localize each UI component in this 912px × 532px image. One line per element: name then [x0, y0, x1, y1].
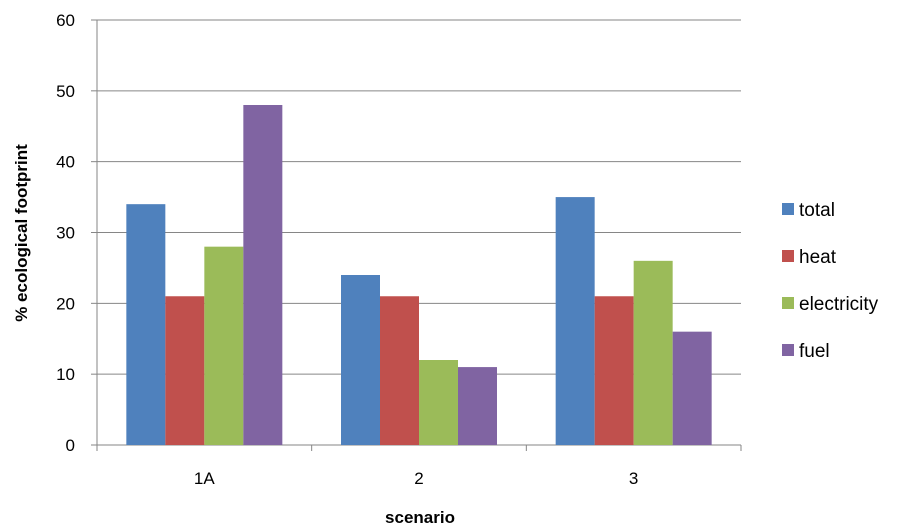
legend-label-fuel: fuel	[799, 341, 830, 362]
bar-heat-1A	[165, 296, 205, 445]
y-tick-label-0: 0	[66, 436, 75, 455]
y-tick-label-60: 60	[56, 11, 75, 30]
x-tick-label-1A: 1A	[194, 469, 215, 488]
bar-total-2	[341, 275, 380, 445]
y-axis-title: % ecological footprint	[12, 144, 31, 322]
x-tick-label-3: 3	[629, 469, 638, 488]
legend-label-heat: heat	[799, 247, 837, 268]
bar-total-3	[555, 197, 595, 445]
x-axis-title: scenario	[385, 508, 455, 527]
legend-swatch-total	[782, 203, 794, 215]
legend: total heat electricity fuel	[782, 200, 879, 362]
legend-swatch-electricity	[782, 297, 794, 309]
x-tick-label-2: 2	[414, 469, 423, 488]
legend-label-electricity: electricity	[799, 294, 879, 315]
y-tick-label-20: 20	[56, 294, 75, 313]
bar-heat-2	[380, 296, 419, 445]
x-tick-labels: 1A 2 3	[194, 469, 638, 488]
bar-electricity-1A	[204, 246, 244, 445]
bar-fuel-1A	[243, 105, 283, 445]
y-tick-label-40: 40	[56, 153, 75, 172]
bar-total-1A	[126, 204, 166, 445]
bar-electricity-3	[633, 260, 673, 445]
bar-fuel-3	[672, 331, 712, 445]
legend-swatch-fuel	[782, 344, 794, 356]
bar-fuel-2	[458, 367, 497, 445]
bars	[126, 105, 712, 445]
y-tick-label-50: 50	[56, 82, 75, 101]
y-tick-label-30: 30	[56, 224, 75, 243]
bar-heat-3	[594, 296, 634, 445]
bar-electricity-2	[419, 360, 458, 445]
legend-label-total: total	[799, 200, 835, 221]
y-tick-labels: 0 10 20 30 40 50 60	[56, 11, 75, 455]
legend-swatch-heat	[782, 250, 794, 262]
y-tick-label-10: 10	[56, 365, 75, 384]
